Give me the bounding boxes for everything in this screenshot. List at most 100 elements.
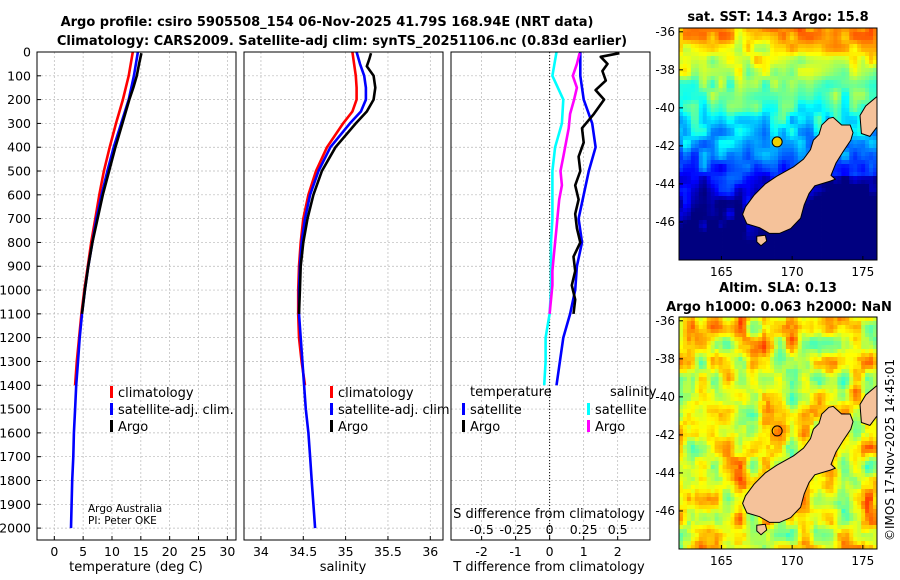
map-cell [754, 172, 759, 177]
map-cell [710, 401, 716, 406]
map-cell [770, 172, 775, 177]
map-cell [758, 68, 763, 73]
map-cell [837, 160, 842, 165]
map-cell [865, 341, 870, 346]
map-cell [682, 64, 688, 69]
map-cell [837, 385, 842, 390]
map-cell [682, 48, 688, 53]
salinity-panel: 34 34.5 35 35.5 36 salinity climatology sate… [243, 51, 454, 575]
map-cell [857, 409, 862, 414]
map-cell [865, 329, 870, 334]
map-cell [706, 144, 712, 149]
map-cell [754, 244, 759, 249]
map-cell [698, 100, 704, 105]
map-cell [702, 457, 708, 462]
map-cell [682, 228, 688, 233]
map-cell [730, 341, 735, 346]
map-cell [750, 136, 755, 141]
map-x-tick-label: 170 [781, 265, 804, 279]
map-cell [801, 72, 807, 77]
map-cell [853, 68, 858, 73]
map-cell [861, 68, 866, 73]
map-cell [809, 369, 815, 374]
map-cell [738, 188, 743, 193]
map-cell [774, 393, 779, 398]
map-cell [793, 385, 799, 390]
map-cell [853, 256, 858, 261]
map-cell [853, 48, 858, 53]
map-cell [849, 32, 854, 37]
map-cell [710, 208, 716, 213]
map-cell [702, 168, 708, 173]
map-cell [726, 425, 731, 430]
map-cell [774, 325, 779, 330]
map-cell [821, 184, 826, 189]
map-cell [726, 401, 731, 406]
map-cell [690, 44, 696, 49]
map-cell [698, 389, 704, 394]
map-cell [686, 200, 692, 205]
map-cell [694, 465, 700, 470]
map-cell [718, 84, 723, 89]
map-cell [706, 373, 712, 378]
map-cell [694, 244, 700, 249]
map-cell [841, 385, 846, 390]
map-cell [686, 369, 692, 374]
map-cell [746, 36, 751, 41]
map-cell [817, 220, 822, 225]
map-cell [837, 377, 842, 382]
map-cell [865, 204, 870, 209]
map-cell [718, 429, 723, 434]
map-cell [698, 164, 704, 169]
map-cell [746, 325, 751, 330]
map-cell [702, 465, 708, 470]
map-cell [770, 433, 775, 438]
map-cell [694, 172, 700, 177]
map-cell [833, 317, 838, 322]
map-cell [837, 28, 842, 33]
map-cell [873, 433, 878, 438]
map-cell [857, 236, 862, 241]
map-cell [813, 100, 818, 105]
map-cell [821, 40, 826, 45]
map-cell [690, 92, 696, 97]
map-cell [679, 393, 684, 398]
map-cell [833, 104, 838, 109]
map-cell [845, 240, 850, 245]
map-cell [730, 96, 735, 101]
map-cell [718, 28, 723, 33]
map-cell [853, 240, 858, 245]
map-cell [781, 421, 787, 426]
map-cell [825, 88, 830, 93]
map-cell [714, 381, 719, 386]
map-cell [730, 449, 735, 454]
map-cell [722, 108, 727, 113]
map-cell [778, 164, 783, 169]
map-cell [690, 397, 696, 402]
map-cell [861, 433, 866, 438]
map-cell [702, 361, 708, 366]
map-cell [730, 224, 735, 229]
map-cell [730, 405, 735, 410]
map-cell [865, 96, 870, 101]
map-cell [797, 124, 803, 129]
map-cell [770, 164, 775, 169]
map-cell [778, 160, 783, 165]
map-cell [682, 180, 688, 185]
map-cell [865, 224, 870, 229]
map-cell [873, 52, 878, 57]
map-cell [766, 80, 771, 85]
map-cell [754, 60, 759, 65]
map-cell [845, 148, 850, 153]
map-cell [694, 192, 700, 197]
map-cell [841, 244, 846, 249]
map-cell [849, 353, 854, 358]
map-cell [845, 393, 850, 398]
map-cell [861, 156, 866, 161]
map-cell [706, 212, 712, 217]
map-cell [726, 317, 731, 322]
map-cell [853, 112, 858, 117]
salinity-xlabel: salinity [320, 560, 367, 575]
map-cell [750, 417, 755, 422]
map-cell [833, 72, 838, 77]
